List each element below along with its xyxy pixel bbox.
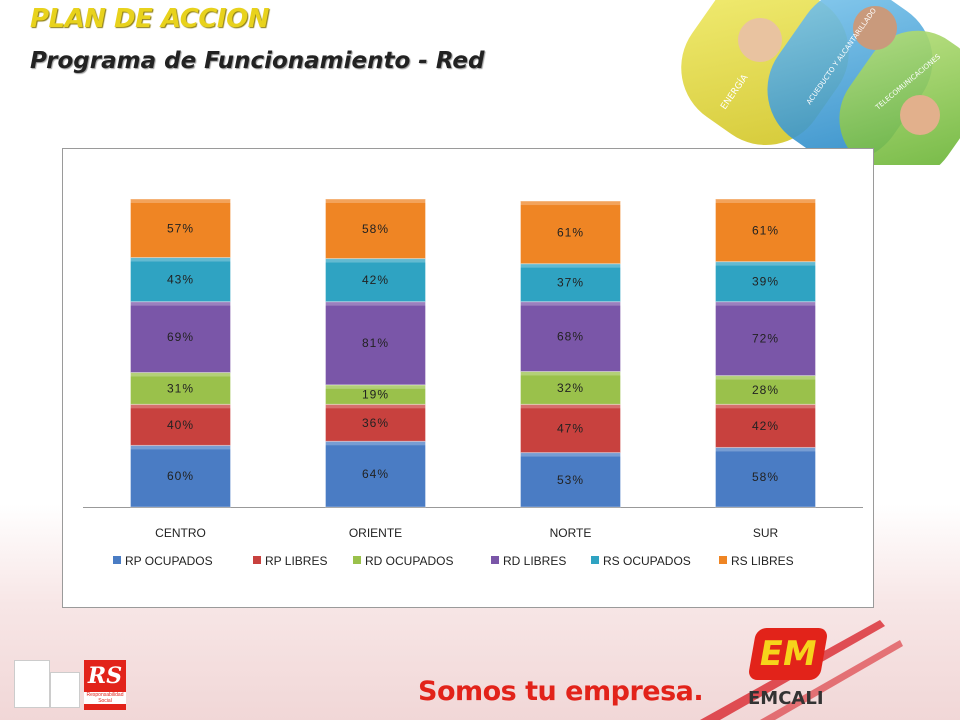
data-label: 28% (752, 383, 779, 397)
bar-segment (130, 444, 231, 508)
legend-label: RD OCUPADOS (365, 554, 453, 568)
bar-segment-highlight (715, 261, 816, 266)
rs-logo-caption: Responsabilidad Social (84, 692, 126, 704)
emcali-logo-letters: EM (755, 634, 821, 674)
bar-segment-highlight (520, 371, 621, 376)
bar-segment-highlight (325, 199, 426, 203)
data-label: 61% (557, 225, 584, 239)
bar-segment-highlight (325, 258, 426, 263)
data-label: 57% (167, 221, 194, 235)
bar-segment (520, 403, 621, 454)
legend-swatch (113, 556, 121, 564)
header-banner-image: ENERGÍA ACUEDUCTO Y ALCANTARILLADO TELEC… (681, 0, 960, 165)
rs-logo: RS Responsabilidad Social (84, 660, 126, 710)
bar-segment-highlight (715, 404, 816, 409)
bar-segment (130, 403, 231, 446)
bar-segment-highlight (715, 199, 816, 203)
bar-segment (325, 198, 426, 260)
bar-segment (715, 403, 816, 448)
footer-slogan: Somos tu empresa. (418, 676, 704, 707)
bar-segment-highlight (520, 301, 621, 306)
legend-swatch (719, 556, 727, 564)
bar-segment-highlight (130, 445, 231, 450)
bar-segment (520, 200, 621, 265)
bar-segment (715, 261, 816, 303)
bar-segment-highlight (130, 404, 231, 409)
legend-label: RS OCUPADOS (603, 554, 691, 568)
legend-label: RS LIBRES (731, 554, 794, 568)
bar-segment-highlight (715, 375, 816, 380)
bar-segment-highlight (130, 199, 231, 203)
bar-segment-highlight (325, 441, 426, 446)
bar-segment (715, 301, 816, 377)
bar-segment-highlight (325, 404, 426, 409)
data-label: 53% (557, 473, 584, 487)
bar-segment-highlight (325, 384, 426, 389)
data-label: 58% (362, 222, 389, 236)
bar-segment (325, 301, 426, 386)
iso-cert-logo-2 (50, 672, 80, 708)
data-label: 81% (362, 336, 389, 350)
emcali-logo-mark: EM (747, 628, 829, 680)
legend-label: RP LIBRES (265, 554, 327, 568)
legend-swatch (253, 556, 261, 564)
data-label: 40% (167, 418, 194, 432)
bar-segment (130, 198, 231, 259)
data-label: 39% (752, 275, 779, 289)
data-label: 19% (362, 388, 389, 402)
page-title: PLAN DE ACCION (30, 4, 269, 34)
data-label: 42% (362, 273, 389, 287)
x-tick-label: NORTE (550, 526, 592, 540)
bar-segment-highlight (715, 301, 816, 306)
legend-swatch (591, 556, 599, 564)
bar-segment (325, 440, 426, 508)
bar-segment-highlight (520, 452, 621, 457)
data-label: 60% (167, 469, 194, 483)
page-subtitle: Programa de Funcionamiento - Red (30, 48, 485, 74)
bar-segment-highlight (130, 372, 231, 377)
bar-segment-highlight (520, 404, 621, 409)
x-tick-label: CENTRO (155, 526, 206, 540)
chart-frame: 60% 40% 31% 69% 43% 57% CENTRO 64% 36% 19% 81% 42% 5… (62, 148, 874, 608)
bar-segment-highlight (520, 263, 621, 268)
bar-segment (715, 446, 816, 508)
data-label: 32% (557, 381, 584, 395)
bar-segment (325, 403, 426, 442)
bar-segment (130, 372, 231, 405)
data-label: 42% (752, 419, 779, 433)
data-label: 31% (167, 381, 194, 395)
bar-segment (325, 258, 426, 303)
legend-swatch (353, 556, 361, 564)
emcali-logo-text: EMCALI (748, 688, 824, 709)
data-label: 43% (167, 273, 194, 287)
data-label: 68% (557, 330, 584, 344)
legend-label: RD LIBRES (503, 554, 566, 568)
bar-segment-highlight (715, 447, 816, 452)
bar-segment-highlight (130, 301, 231, 306)
bar-segment (130, 301, 231, 374)
data-label: 72% (752, 332, 779, 346)
rs-logo-mark: RS (87, 663, 123, 689)
iso-cert-logo-1 (14, 660, 50, 708)
data-label: 64% (362, 467, 389, 481)
data-label: 61% (752, 223, 779, 237)
data-label: 37% (557, 276, 584, 290)
bar-segment (520, 370, 621, 405)
stacked-bar-chart: 60% 40% 31% 69% 43% 57% CENTRO 64% 36% 19% 81% 42% 5… (83, 198, 863, 568)
bar-segment (715, 198, 816, 263)
bar-segment-highlight (325, 301, 426, 306)
x-tick-label: SUR (753, 526, 779, 540)
data-label: 69% (167, 330, 194, 344)
bar-segment (520, 452, 621, 508)
bar-segment (520, 301, 621, 372)
data-label: 58% (752, 470, 779, 484)
data-label: 47% (557, 421, 584, 435)
bar-segment-highlight (520, 201, 621, 206)
data-label: 36% (362, 416, 389, 430)
bar-segment-highlight (130, 257, 231, 262)
legend-swatch (491, 556, 499, 564)
bar-segment (715, 375, 816, 405)
legend-label: RP OCUPADOS (125, 554, 213, 568)
x-tick-label: ORIENTE (349, 526, 402, 540)
